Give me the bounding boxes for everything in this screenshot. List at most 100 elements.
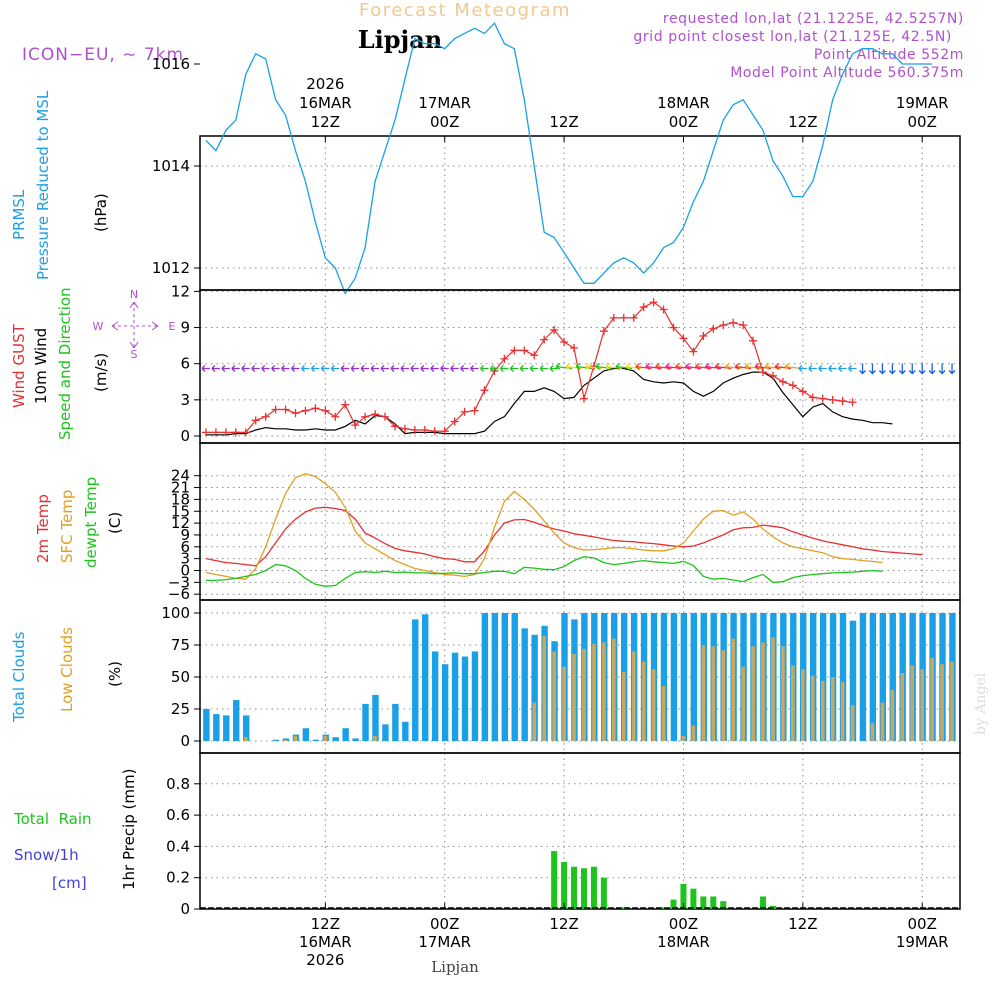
wind-direction-arrow	[420, 365, 429, 372]
low-cloud-bar	[920, 669, 924, 741]
low-clouds-label: Low Clouds	[58, 627, 76, 712]
low-cloud-bar	[801, 669, 805, 741]
rain-bar	[600, 877, 607, 909]
total-cloud-bar	[213, 714, 220, 741]
total-cloud-bar	[660, 613, 668, 741]
wind-gust-label: Wind GUST	[10, 323, 28, 408]
wind-direction-arrow	[734, 363, 752, 371]
y-tick-label: 3	[180, 391, 190, 409]
low-cloud-bar	[691, 725, 696, 741]
total-cloud-bar	[272, 739, 280, 741]
wind-direction-arrow	[360, 365, 370, 372]
wind-direction-arrow	[625, 363, 642, 371]
total-cloud-bar	[521, 628, 528, 741]
wind-gust-point	[818, 394, 827, 403]
low-cloud-bar	[721, 650, 726, 741]
total-cloud-bar	[889, 613, 896, 741]
wind-gust-point	[351, 421, 360, 430]
total-cloud-bar	[839, 613, 847, 741]
wind-gust-point	[251, 416, 260, 425]
wind-gust-point	[450, 417, 459, 426]
y-tick-label: 1016	[152, 55, 190, 73]
precip-unit-label: 1hr Precip (mm)	[120, 769, 138, 890]
wind-direction-arrow	[291, 365, 300, 372]
low-cloud-bar	[373, 735, 377, 741]
pressure-labels: PRMSL Pressure Reduced to MSL (hPa)	[10, 90, 110, 280]
wind-direction-arrow	[340, 365, 350, 372]
wind-labels: Wind GUST 10m Wind Speed and Direction (…	[10, 287, 176, 440]
wind-gust-point	[619, 313, 628, 322]
wind-gust-point	[321, 406, 330, 415]
wind-gust-point	[341, 400, 350, 409]
total-cloud-bar	[670, 613, 678, 741]
wind-direction-arrow	[370, 365, 380, 372]
wind-gust-point	[520, 346, 529, 355]
wind-direction-arrow	[774, 363, 792, 371]
low-cloud-bar	[602, 642, 606, 741]
y-tick-label: 18	[171, 490, 190, 508]
wind-gust-point	[659, 305, 668, 314]
y-tick-label: 6	[180, 538, 190, 556]
wind-direction-arrow	[635, 363, 652, 371]
wind-direction-arrow	[549, 365, 559, 372]
wind-direction-arrow	[241, 365, 250, 372]
low-cloud-bar	[820, 680, 825, 741]
wind-gust-point	[460, 407, 469, 416]
low-cloud-bar	[850, 705, 855, 741]
compass-w: W	[93, 320, 104, 333]
wind-direction-arrow	[605, 363, 622, 371]
top-time-label: 19MAR	[896, 94, 949, 112]
low-cloud-bar	[890, 689, 895, 741]
panel-frame	[199, 135, 961, 291]
wind-direction-arrow	[470, 365, 479, 372]
wind-gust-point	[570, 344, 579, 353]
total-cloud-bar	[481, 613, 489, 741]
wind-gust-point	[550, 325, 559, 334]
rain-bar	[720, 901, 727, 909]
total-cloud-bar	[879, 613, 887, 741]
wind-gust-point	[609, 313, 618, 322]
y-tick-label: 0	[180, 427, 190, 445]
wind-direction-arrow	[320, 365, 330, 372]
wind-speed-dir-label: Speed and Direction	[56, 287, 74, 440]
wind-direction-arrow	[271, 365, 280, 372]
total-cloud-bar	[690, 613, 698, 741]
wind-direction-arrow	[828, 365, 837, 372]
wind-direction-arrow	[888, 363, 896, 375]
low-cloud-bar	[810, 675, 815, 741]
wind-direction-arrow	[350, 365, 360, 372]
wind-gust-point	[371, 410, 380, 419]
y-tick-label: 21	[171, 479, 190, 497]
low-cloud-bar	[741, 666, 745, 741]
low-cloud-bar	[572, 653, 576, 741]
wind-direction-arrow	[430, 365, 439, 372]
temp-sfc-label: SFC Temp	[58, 490, 76, 563]
wind-gust-point	[530, 351, 539, 360]
top-time-label: 2026	[306, 75, 344, 93]
y-tick-label: −3	[168, 573, 190, 591]
y-tick-label: 3	[180, 550, 190, 568]
wind-gust-point	[798, 387, 807, 396]
wind-direction-arrow	[261, 365, 270, 372]
top-time-label: 12Z	[549, 113, 578, 131]
bottom-time-label: 17MAR	[418, 933, 471, 951]
low-cloud-bar	[830, 677, 835, 741]
wind-gust-point	[381, 412, 390, 421]
y-tick-label: 50	[171, 668, 190, 686]
wind-direction-arrow	[221, 365, 230, 372]
low-cloud-bar	[661, 685, 666, 741]
panel-frame	[199, 442, 961, 601]
wind-gust-point	[390, 422, 399, 431]
location-title: Lipjan	[358, 25, 442, 54]
footer-location: Lipjan	[431, 958, 479, 976]
wind-direction-arrow	[499, 365, 509, 372]
wind-gust-point	[241, 428, 250, 437]
wind-direction-arrow	[818, 365, 827, 372]
total-cloud-bar	[869, 613, 877, 741]
bottom-time-label: 00Z	[669, 915, 698, 933]
wind-direction-arrow	[565, 363, 583, 371]
y-tick-label: 25	[171, 700, 190, 718]
y-tick-label: 9	[180, 319, 190, 337]
